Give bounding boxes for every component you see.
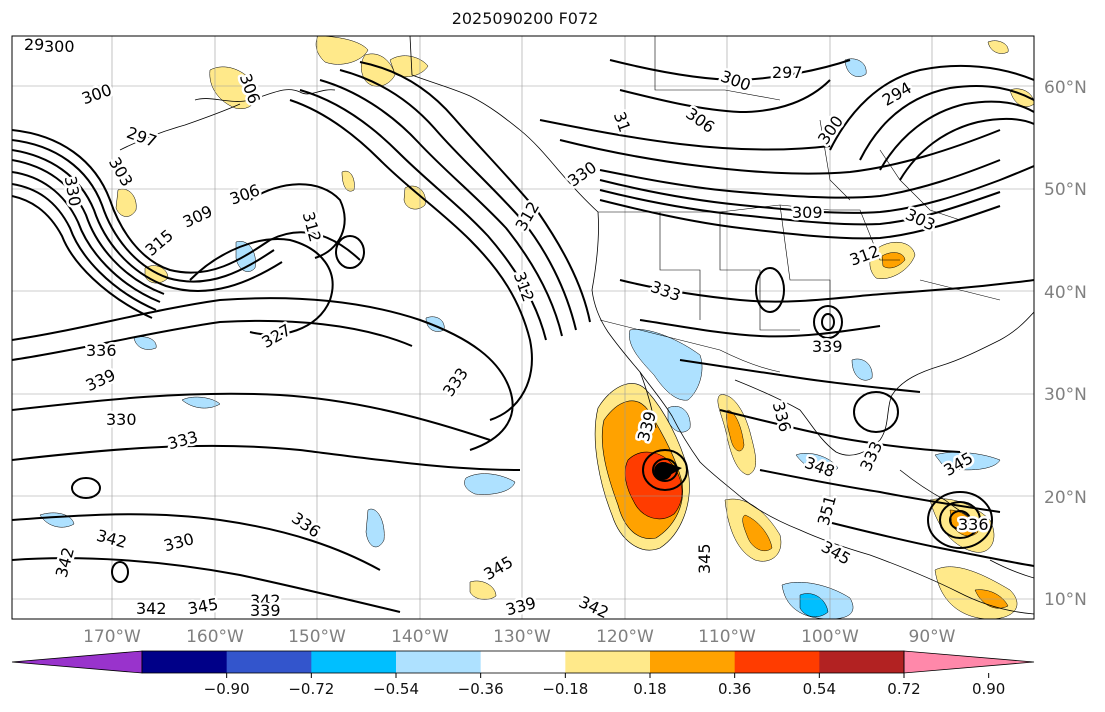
colorbar-segment bbox=[565, 651, 651, 673]
contour-label: 342 bbox=[250, 591, 281, 610]
colorbar-label: 0.54 bbox=[803, 680, 836, 698]
blue-blob bbox=[464, 473, 516, 495]
map-content: 297 300 306 300 294 300 300 29 297 303 3… bbox=[12, 35, 1034, 620]
contour-label: 300 bbox=[44, 37, 75, 56]
blue-blob bbox=[844, 58, 867, 77]
colorbar-label: 0.72 bbox=[887, 680, 920, 698]
lat-label: 10°N bbox=[1044, 590, 1087, 610]
yellow-blob bbox=[209, 66, 258, 110]
lat-label: 60°N bbox=[1044, 78, 1087, 98]
colorbar-label: −0.54 bbox=[373, 680, 419, 698]
blue-blob bbox=[851, 358, 873, 381]
lat-label: 20°N bbox=[1044, 488, 1087, 508]
longitude-labels: 170°W 160°W 150°W 140°W 130°W 120°W 110°… bbox=[83, 627, 956, 647]
contour-label: 339 bbox=[250, 601, 281, 620]
storm-marker bbox=[654, 462, 682, 480]
blue-blob bbox=[795, 452, 839, 473]
blue-blob bbox=[133, 336, 157, 350]
yellow-blob bbox=[315, 36, 369, 65]
deep-blue-blob bbox=[799, 593, 829, 617]
lon-label: 140°W bbox=[391, 627, 449, 647]
contour-label: 336 bbox=[86, 341, 117, 360]
yellow-blob bbox=[341, 170, 355, 192]
lon-label: 130°W bbox=[493, 627, 551, 647]
map-background bbox=[12, 36, 1034, 619]
contour-label: 309 bbox=[792, 203, 823, 222]
lat-label: 30°N bbox=[1044, 385, 1087, 405]
yellow-blob bbox=[115, 188, 137, 217]
lon-label: 170°W bbox=[83, 627, 141, 647]
colorbar-label: 0.36 bbox=[718, 680, 751, 698]
contour-lines bbox=[12, 59, 1034, 613]
colorbar-segment bbox=[311, 651, 397, 673]
contour-label: 339 bbox=[812, 337, 843, 356]
contour-label: 29 bbox=[24, 35, 44, 54]
contour-label: 297 bbox=[772, 63, 803, 82]
lon-label: 90°W bbox=[909, 627, 956, 647]
lat-label: 50°N bbox=[1044, 180, 1087, 200]
lon-label: 150°W bbox=[288, 627, 346, 647]
colorbar: −0.90 −0.72 −0.54 −0.36 −0.18 0.18 0.36 0.54 0.7… bbox=[11, 650, 1035, 698]
map-frame bbox=[11, 35, 1035, 620]
colorbar-label: −0.18 bbox=[542, 680, 588, 698]
lon-label: 160°W bbox=[186, 627, 244, 647]
yellow-blob bbox=[987, 40, 1009, 54]
colorbar-segment bbox=[734, 651, 820, 673]
blue-blob bbox=[667, 406, 691, 433]
colorbar-segment bbox=[480, 651, 566, 673]
colorbar-segment bbox=[396, 651, 482, 673]
colorbar-outline bbox=[141, 650, 905, 674]
blue-blob bbox=[181, 396, 221, 409]
colorbar-segment bbox=[819, 651, 905, 673]
blue-blob bbox=[629, 329, 703, 401]
colorbar-extend-high bbox=[903, 650, 1035, 674]
colorbar-segment bbox=[650, 651, 736, 673]
coastlines bbox=[119, 36, 1034, 615]
contour-label: 345 bbox=[695, 543, 714, 574]
colorbar-segment bbox=[142, 651, 228, 673]
colorbar-label: 0.18 bbox=[633, 680, 666, 698]
colorbar-label: −0.72 bbox=[288, 680, 334, 698]
colorbar-label: 0.90 bbox=[972, 680, 1005, 698]
lat-label: 40°N bbox=[1044, 283, 1087, 303]
contour-label: 342 bbox=[136, 599, 167, 618]
lon-label: 100°W bbox=[801, 627, 859, 647]
blue-blob bbox=[365, 508, 385, 548]
contour-label: 330 bbox=[106, 410, 137, 429]
latitude-labels: 60°N 50°N 40°N 30°N 20°N 10°N bbox=[1044, 78, 1087, 610]
colorbar-extend-low bbox=[11, 650, 143, 674]
colorbar-label: −0.90 bbox=[204, 680, 250, 698]
colorbar-segment bbox=[226, 651, 312, 673]
contour-label: 336 bbox=[958, 515, 989, 534]
lon-label: 120°W bbox=[596, 627, 654, 647]
lon-label: 110°W bbox=[698, 627, 756, 647]
map-title: 2025090200 F072 bbox=[451, 9, 599, 28]
orange-blob bbox=[742, 514, 773, 552]
colorbar-label: −0.36 bbox=[458, 680, 504, 698]
yellow-blob bbox=[469, 580, 497, 600]
